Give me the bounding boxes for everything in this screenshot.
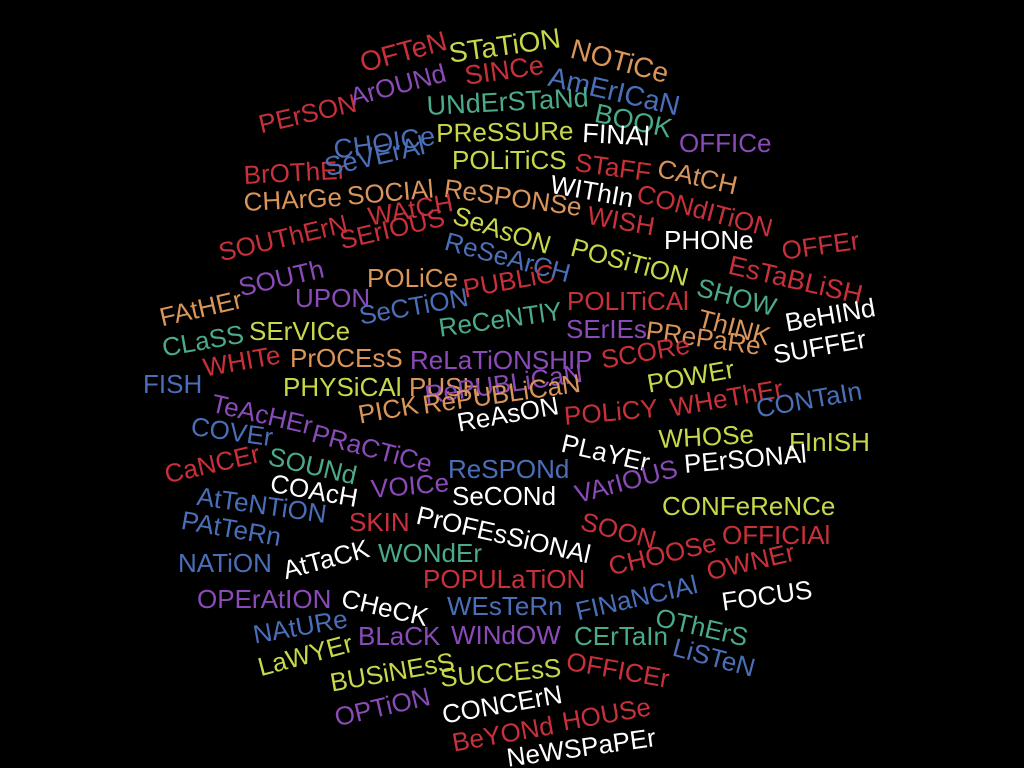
word-public: PUBLiC — [460, 257, 557, 304]
word-officer: OFFICEr — [564, 646, 672, 694]
word-attack: AtTaCK — [279, 533, 373, 586]
word-focus: FOCUS — [719, 574, 815, 617]
word-suffer: SUFFEr — [770, 323, 869, 370]
word-understand: UNdErSTaNd — [425, 82, 590, 121]
word-office: OFFICe — [679, 128, 772, 158]
word-police: POLiCe — [367, 263, 459, 293]
word-relationship: ReLaTiONSHIP — [410, 345, 593, 375]
word-window: WINdOW — [451, 620, 561, 650]
word-politics: POLiTiCS — [452, 145, 567, 175]
word-southern: SOUThErN — [215, 208, 351, 268]
word-pressure: PReSSURe — [435, 115, 574, 148]
word-certain: CErTaIn — [574, 621, 668, 651]
word-person: PErSON — [255, 87, 360, 140]
word-conference: CONFeReNCe — [662, 491, 836, 521]
word-wonder: WONdEr — [378, 538, 482, 568]
word-nation: NATiON — [178, 548, 272, 578]
word-service: SErVICe — [249, 316, 351, 346]
word-cancer: CaNCEr — [161, 438, 263, 490]
word-second: SeCONd — [452, 481, 557, 511]
word-charge: CHArGe — [242, 181, 343, 217]
word-finish: FInISH — [789, 427, 870, 457]
word-official: OFFICIAl — [722, 520, 831, 550]
word-process: PrOCEsS — [290, 343, 403, 373]
word-black: BLaCK — [358, 621, 441, 651]
word-push: PUSH — [409, 372, 482, 402]
word-policy: POLiCY — [562, 392, 660, 431]
word-offer: OFFEr — [779, 225, 862, 266]
word-final: FINAl — [581, 118, 651, 152]
word-western: WEsTeRn — [447, 591, 563, 621]
word-skin: SKIN — [349, 507, 410, 537]
word-fish: FISH — [143, 369, 203, 399]
word-upon: UPON — [295, 283, 371, 313]
word-voice: VOICe — [369, 467, 451, 504]
word-respond: ReSPONd — [448, 454, 570, 484]
word-series: SErIEs — [566, 314, 647, 344]
word-physical: PHYSiCAl — [283, 372, 402, 402]
word-population: POPULaTiON — [423, 564, 586, 594]
word-political: POLITiCAl — [567, 286, 689, 316]
word-operation: OPErAtION — [197, 584, 332, 614]
word-phone: PHONe — [664, 225, 754, 255]
